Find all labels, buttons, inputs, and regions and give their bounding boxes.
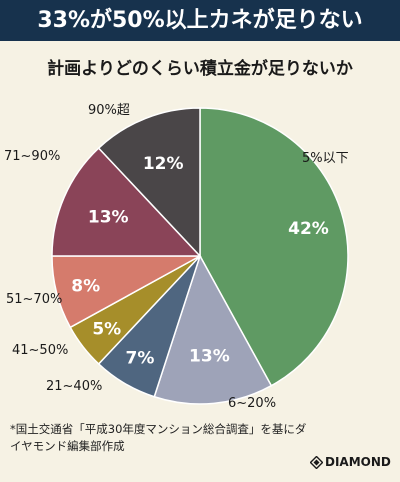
- slice-category-label-3: 21~40%: [46, 379, 102, 394]
- slice-category-label-1: 5%以下: [302, 151, 349, 166]
- pie-slice-7: [97, 107, 201, 258]
- slice-value-label-2: 13%: [189, 347, 230, 367]
- slice-category-label-6: 71~90%: [4, 149, 60, 164]
- pie-slice-6: [51, 147, 202, 257]
- slice-value-label-5: 8%: [71, 276, 100, 296]
- brand-logo: DIAMOND: [310, 455, 396, 471]
- slice-category-label-7: 90%超: [88, 103, 130, 118]
- slice-category-label-2: 6~20%: [228, 396, 276, 411]
- chart-title: 計画よりどのくらい積立金が足りないか: [47, 59, 353, 79]
- slice-value-label-3: 7%: [125, 349, 154, 369]
- slice-value-label-6: 13%: [88, 207, 129, 227]
- brand-name: DIAMOND: [325, 455, 391, 469]
- pie-slice-1: [199, 107, 349, 387]
- pie-chart: 42% 5%以下 13% 6~20% 7% 21~40% 5% 41~50% 8% 51~70% 1…: [4, 103, 349, 411]
- slice-category-label-5: 51~70%: [6, 292, 62, 307]
- footnote: *国土交通省「平成30年度マンション総合調査」を基にダイヤモンド編集部作成: [10, 422, 307, 453]
- slice-value-label-1: 42%: [288, 219, 329, 239]
- slice-value-label-4: 5%: [92, 319, 121, 339]
- banner-title: 33%が50%以上カネが足りない: [0, 0, 400, 41]
- diamond-logo-icon: [310, 456, 323, 469]
- slice-value-label-7: 12%: [143, 154, 184, 174]
- pie-slice-2: [153, 254, 273, 405]
- slice-category-label-4: 41~50%: [12, 343, 68, 358]
